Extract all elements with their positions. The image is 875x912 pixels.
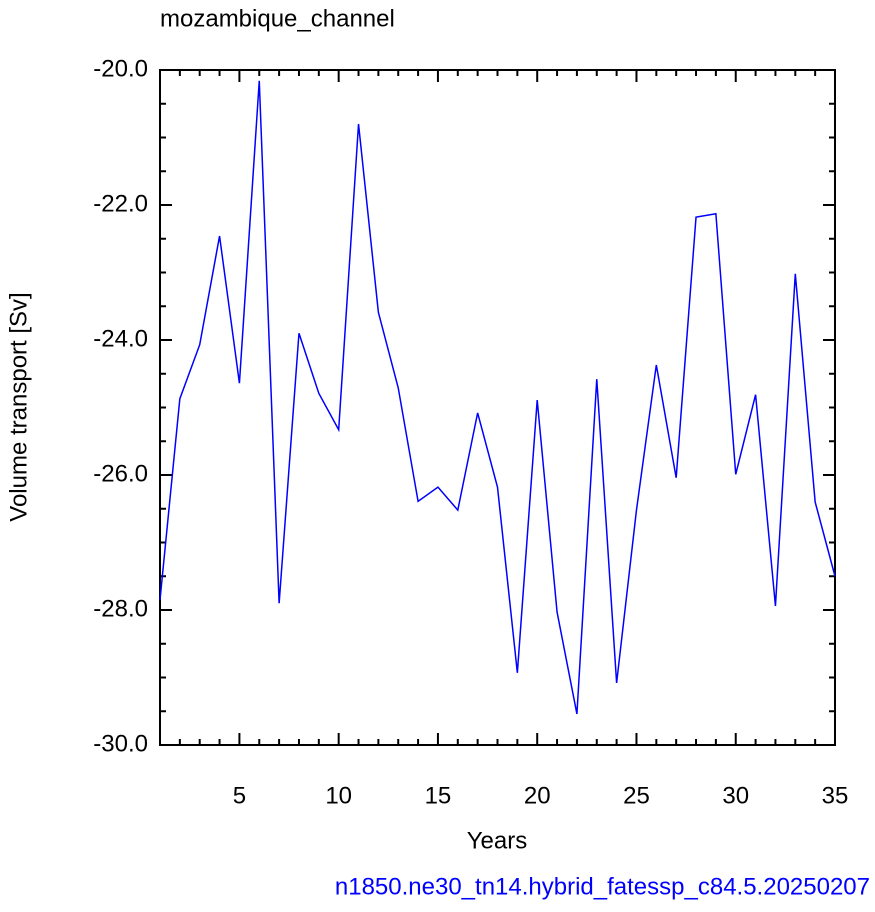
x-tick-label: 25 <box>623 782 650 809</box>
x-tick-label: 30 <box>722 782 749 809</box>
x-tick-label: 5 <box>233 782 246 809</box>
x-tick-label: 10 <box>325 782 352 809</box>
y-tick-label: -20.0 <box>93 55 148 82</box>
x-tick-label: 15 <box>425 782 452 809</box>
y-tick-label: -26.0 <box>93 460 148 487</box>
y-tick-label: -22.0 <box>93 190 148 217</box>
x-tick-label: 20 <box>524 782 551 809</box>
footnote: n1850.ne30_tn14.hybrid_fatessp_c84.5.202… <box>335 873 870 900</box>
y-tick-label: -28.0 <box>93 595 148 622</box>
data-line <box>159 80 836 715</box>
x-tick-label: 35 <box>822 782 849 809</box>
x-axis-label: Years <box>467 827 528 854</box>
y-tick-label: -30.0 <box>93 730 148 757</box>
y-tick-label: -24.0 <box>93 325 148 352</box>
chart-title: mozambique_channel <box>160 5 395 32</box>
plot-frame <box>159 69 836 746</box>
y-axis-label: Volume transport [Sv] <box>5 292 32 521</box>
